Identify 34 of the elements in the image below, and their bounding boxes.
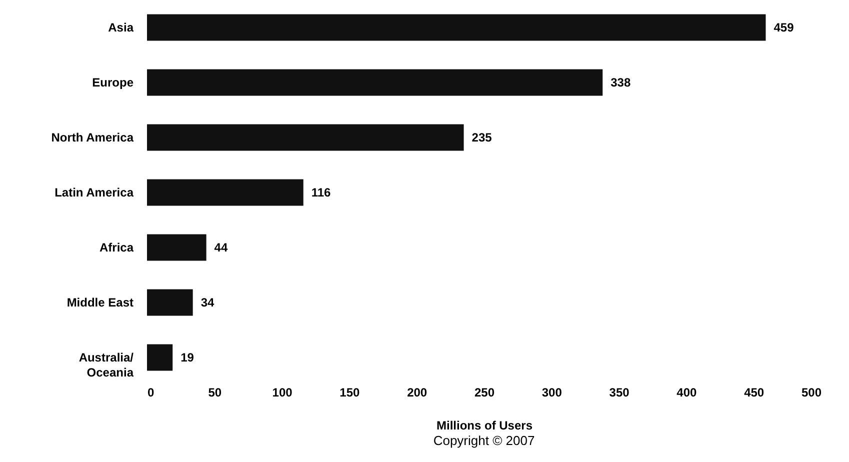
x-tick-label: 250 xyxy=(474,386,495,400)
data-label: 19 xyxy=(180,350,194,364)
bar xyxy=(147,289,193,316)
bar xyxy=(147,14,766,41)
data-label: 235 xyxy=(472,130,492,144)
data-label: 34 xyxy=(200,296,215,310)
x-tick-label: 300 xyxy=(542,386,562,400)
y-tick-label: North America xyxy=(51,130,134,144)
x-tick-label: 450 xyxy=(744,386,764,400)
x-tick-label: 50 xyxy=(208,386,222,400)
y-tick-label: Europe xyxy=(92,76,134,90)
x-tick-label: 0 xyxy=(148,386,154,400)
bar xyxy=(147,344,173,371)
y-tick-label: Australia/ Oceania xyxy=(78,350,134,380)
x-tick-label: 200 xyxy=(407,386,428,400)
data-label: 116 xyxy=(311,186,332,200)
x-tick-label: 350 xyxy=(609,386,630,400)
bar xyxy=(147,69,603,96)
y-tick-label: Africa xyxy=(99,240,134,254)
x-tick-label: 100 xyxy=(272,386,293,400)
bar xyxy=(147,124,464,151)
data-label: 459 xyxy=(774,20,794,34)
x-tick-label: 400 xyxy=(676,386,698,400)
y-tick-label: Middle East xyxy=(66,296,134,310)
x-axis-title: Millions of Users xyxy=(436,418,533,432)
x-tick-label: 500 xyxy=(801,386,822,400)
y-tick-label: Latin America xyxy=(54,186,134,200)
data-label: 338 xyxy=(610,76,631,90)
y-tick-label: Asia xyxy=(108,20,134,34)
bar xyxy=(147,234,206,261)
x-tick-label: 150 xyxy=(340,386,360,400)
data-label: 44 xyxy=(214,240,228,254)
text: Copyright © 2007 xyxy=(433,433,535,448)
bar xyxy=(147,179,304,206)
